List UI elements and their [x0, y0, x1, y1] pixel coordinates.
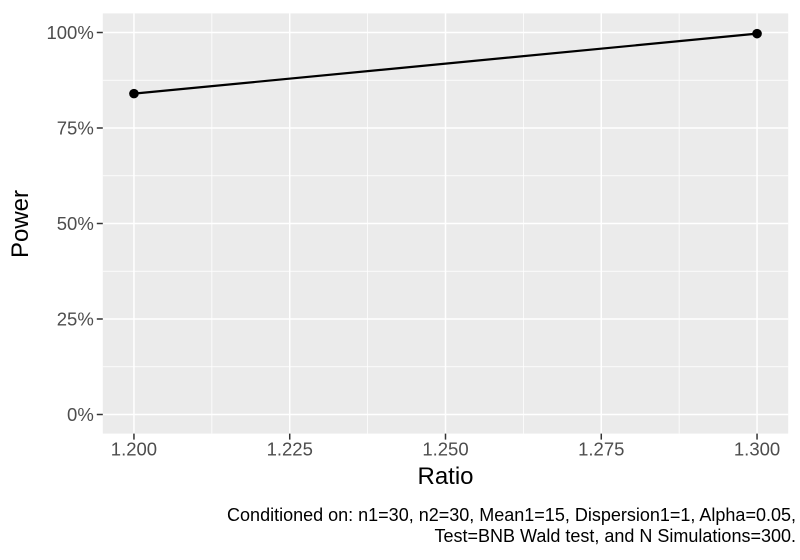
y-tick-label: 25% — [57, 309, 94, 330]
x-tick-label: 1.200 — [111, 439, 157, 460]
x-tick-label: 1.275 — [578, 439, 624, 460]
caption-line-1: Conditioned on: n1=30, n2=30, Mean1=15, … — [227, 505, 796, 525]
y-tick-label: 100% — [46, 22, 93, 43]
data-point — [752, 28, 762, 39]
x-tick-label: 1.250 — [422, 439, 468, 460]
x-tick-label: 1.300 — [734, 439, 780, 460]
caption: Conditioned on: n1=30, n2=30, Mean1=15, … — [227, 505, 796, 547]
y-tick-label: 0% — [67, 404, 94, 425]
y-axis-title: Power — [7, 189, 34, 259]
x-tick-label: 1.225 — [267, 439, 313, 460]
caption-line-2: Test=BNB Wald test, and N Simulations=30… — [434, 526, 796, 546]
y-tick-label: 75% — [57, 118, 94, 139]
power-line — [132, 32, 759, 95]
y-tick-label: 50% — [57, 213, 94, 234]
x-axis-title: Ratio — [417, 463, 474, 490]
data-point — [129, 88, 139, 99]
